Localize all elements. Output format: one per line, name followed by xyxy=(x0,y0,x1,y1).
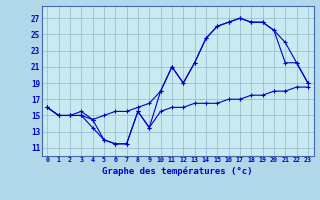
X-axis label: Graphe des températures (°c): Graphe des températures (°c) xyxy=(102,166,253,176)
